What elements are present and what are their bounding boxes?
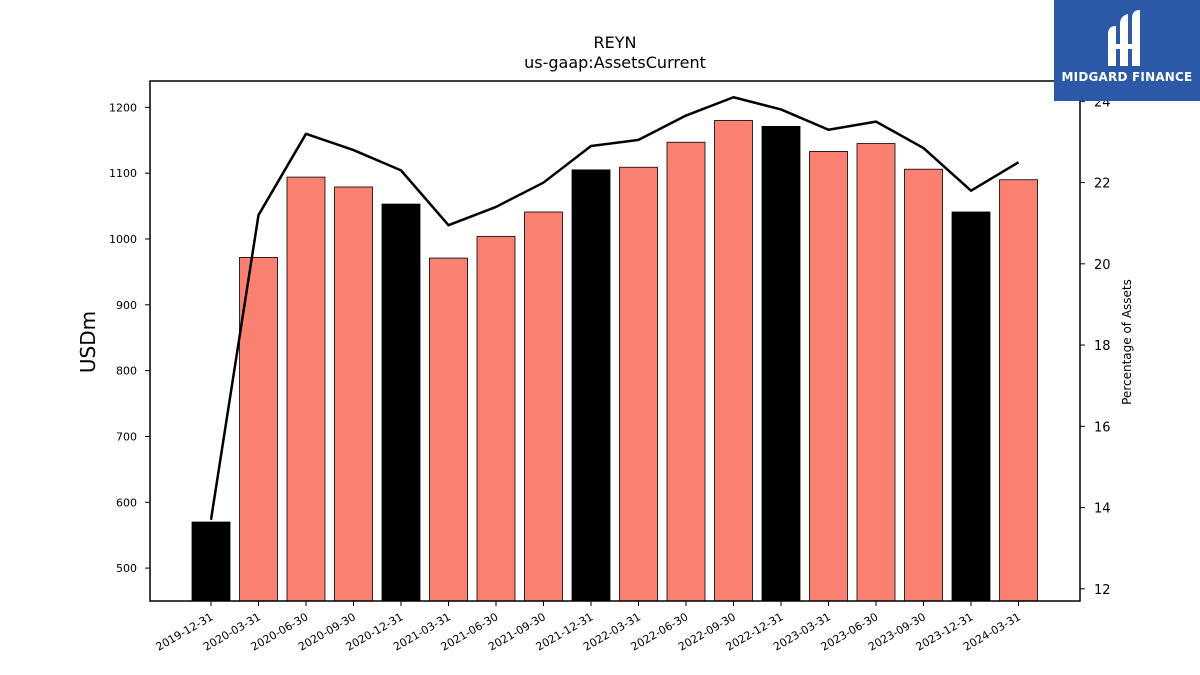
y-tick-label: 500 bbox=[116, 562, 137, 575]
y-tick-label: 900 bbox=[116, 299, 137, 312]
plot-frame bbox=[149, 80, 1081, 602]
y-tick-label: 700 bbox=[116, 430, 137, 443]
bar-2019-12-31 bbox=[191, 521, 231, 602]
y-axis-label: USDm bbox=[76, 311, 100, 373]
y-tick-label: 600 bbox=[116, 496, 137, 509]
chart-title: REYN bbox=[594, 33, 637, 52]
y2-tick-label: 20 bbox=[1094, 258, 1111, 273]
logo-text: MIDGARD FINANCE bbox=[1061, 70, 1193, 84]
y2-tick-label: 18 bbox=[1094, 339, 1111, 354]
bar-2023-12-31 bbox=[951, 211, 991, 602]
bar-2020-12-31 bbox=[381, 203, 421, 602]
bar-2021-09-30 bbox=[524, 211, 563, 602]
bar-2021-12-31 bbox=[571, 169, 611, 602]
bar-2022-12-31 bbox=[761, 126, 801, 602]
bar-2020-03-31 bbox=[239, 257, 278, 602]
y2-tick-label: 12 bbox=[1094, 583, 1111, 598]
bar-2022-06-30 bbox=[666, 141, 706, 602]
chart-subtitle: us-gaap:AssetsCurrent bbox=[524, 53, 706, 72]
bar-2020-06-30 bbox=[286, 176, 326, 602]
percentage-line bbox=[209, 96, 1020, 520]
bar-2023-03-31 bbox=[809, 151, 848, 602]
bar-2022-09-30 bbox=[714, 120, 753, 602]
bar-2022-03-31 bbox=[619, 166, 658, 602]
y-tick-label: 800 bbox=[116, 365, 137, 378]
y-tick-label: 1000 bbox=[109, 233, 137, 246]
y-tick-label: 1200 bbox=[109, 101, 137, 114]
bar-2023-09-30 bbox=[904, 168, 943, 602]
percentage-line-layer bbox=[209, 96, 1020, 520]
bar-2023-06-30 bbox=[856, 143, 896, 602]
y2-tick-label: 16 bbox=[1094, 420, 1111, 435]
bar-2021-03-31 bbox=[429, 257, 468, 602]
midgard-logo: MIDGARD FINANCE bbox=[1054, 0, 1200, 101]
bar-2020-09-30 bbox=[334, 186, 373, 602]
bars bbox=[191, 120, 1038, 602]
bar-2021-06-30 bbox=[476, 235, 516, 602]
y2-tick-label: 22 bbox=[1094, 177, 1111, 192]
bar-2024-03-31 bbox=[999, 179, 1038, 602]
y-tick-label: 1100 bbox=[109, 167, 137, 180]
y2-tick-label: 14 bbox=[1094, 502, 1111, 517]
midgard-logo-icon bbox=[1108, 10, 1140, 66]
y2-axis-label: Percentage of Assets bbox=[1120, 279, 1134, 405]
